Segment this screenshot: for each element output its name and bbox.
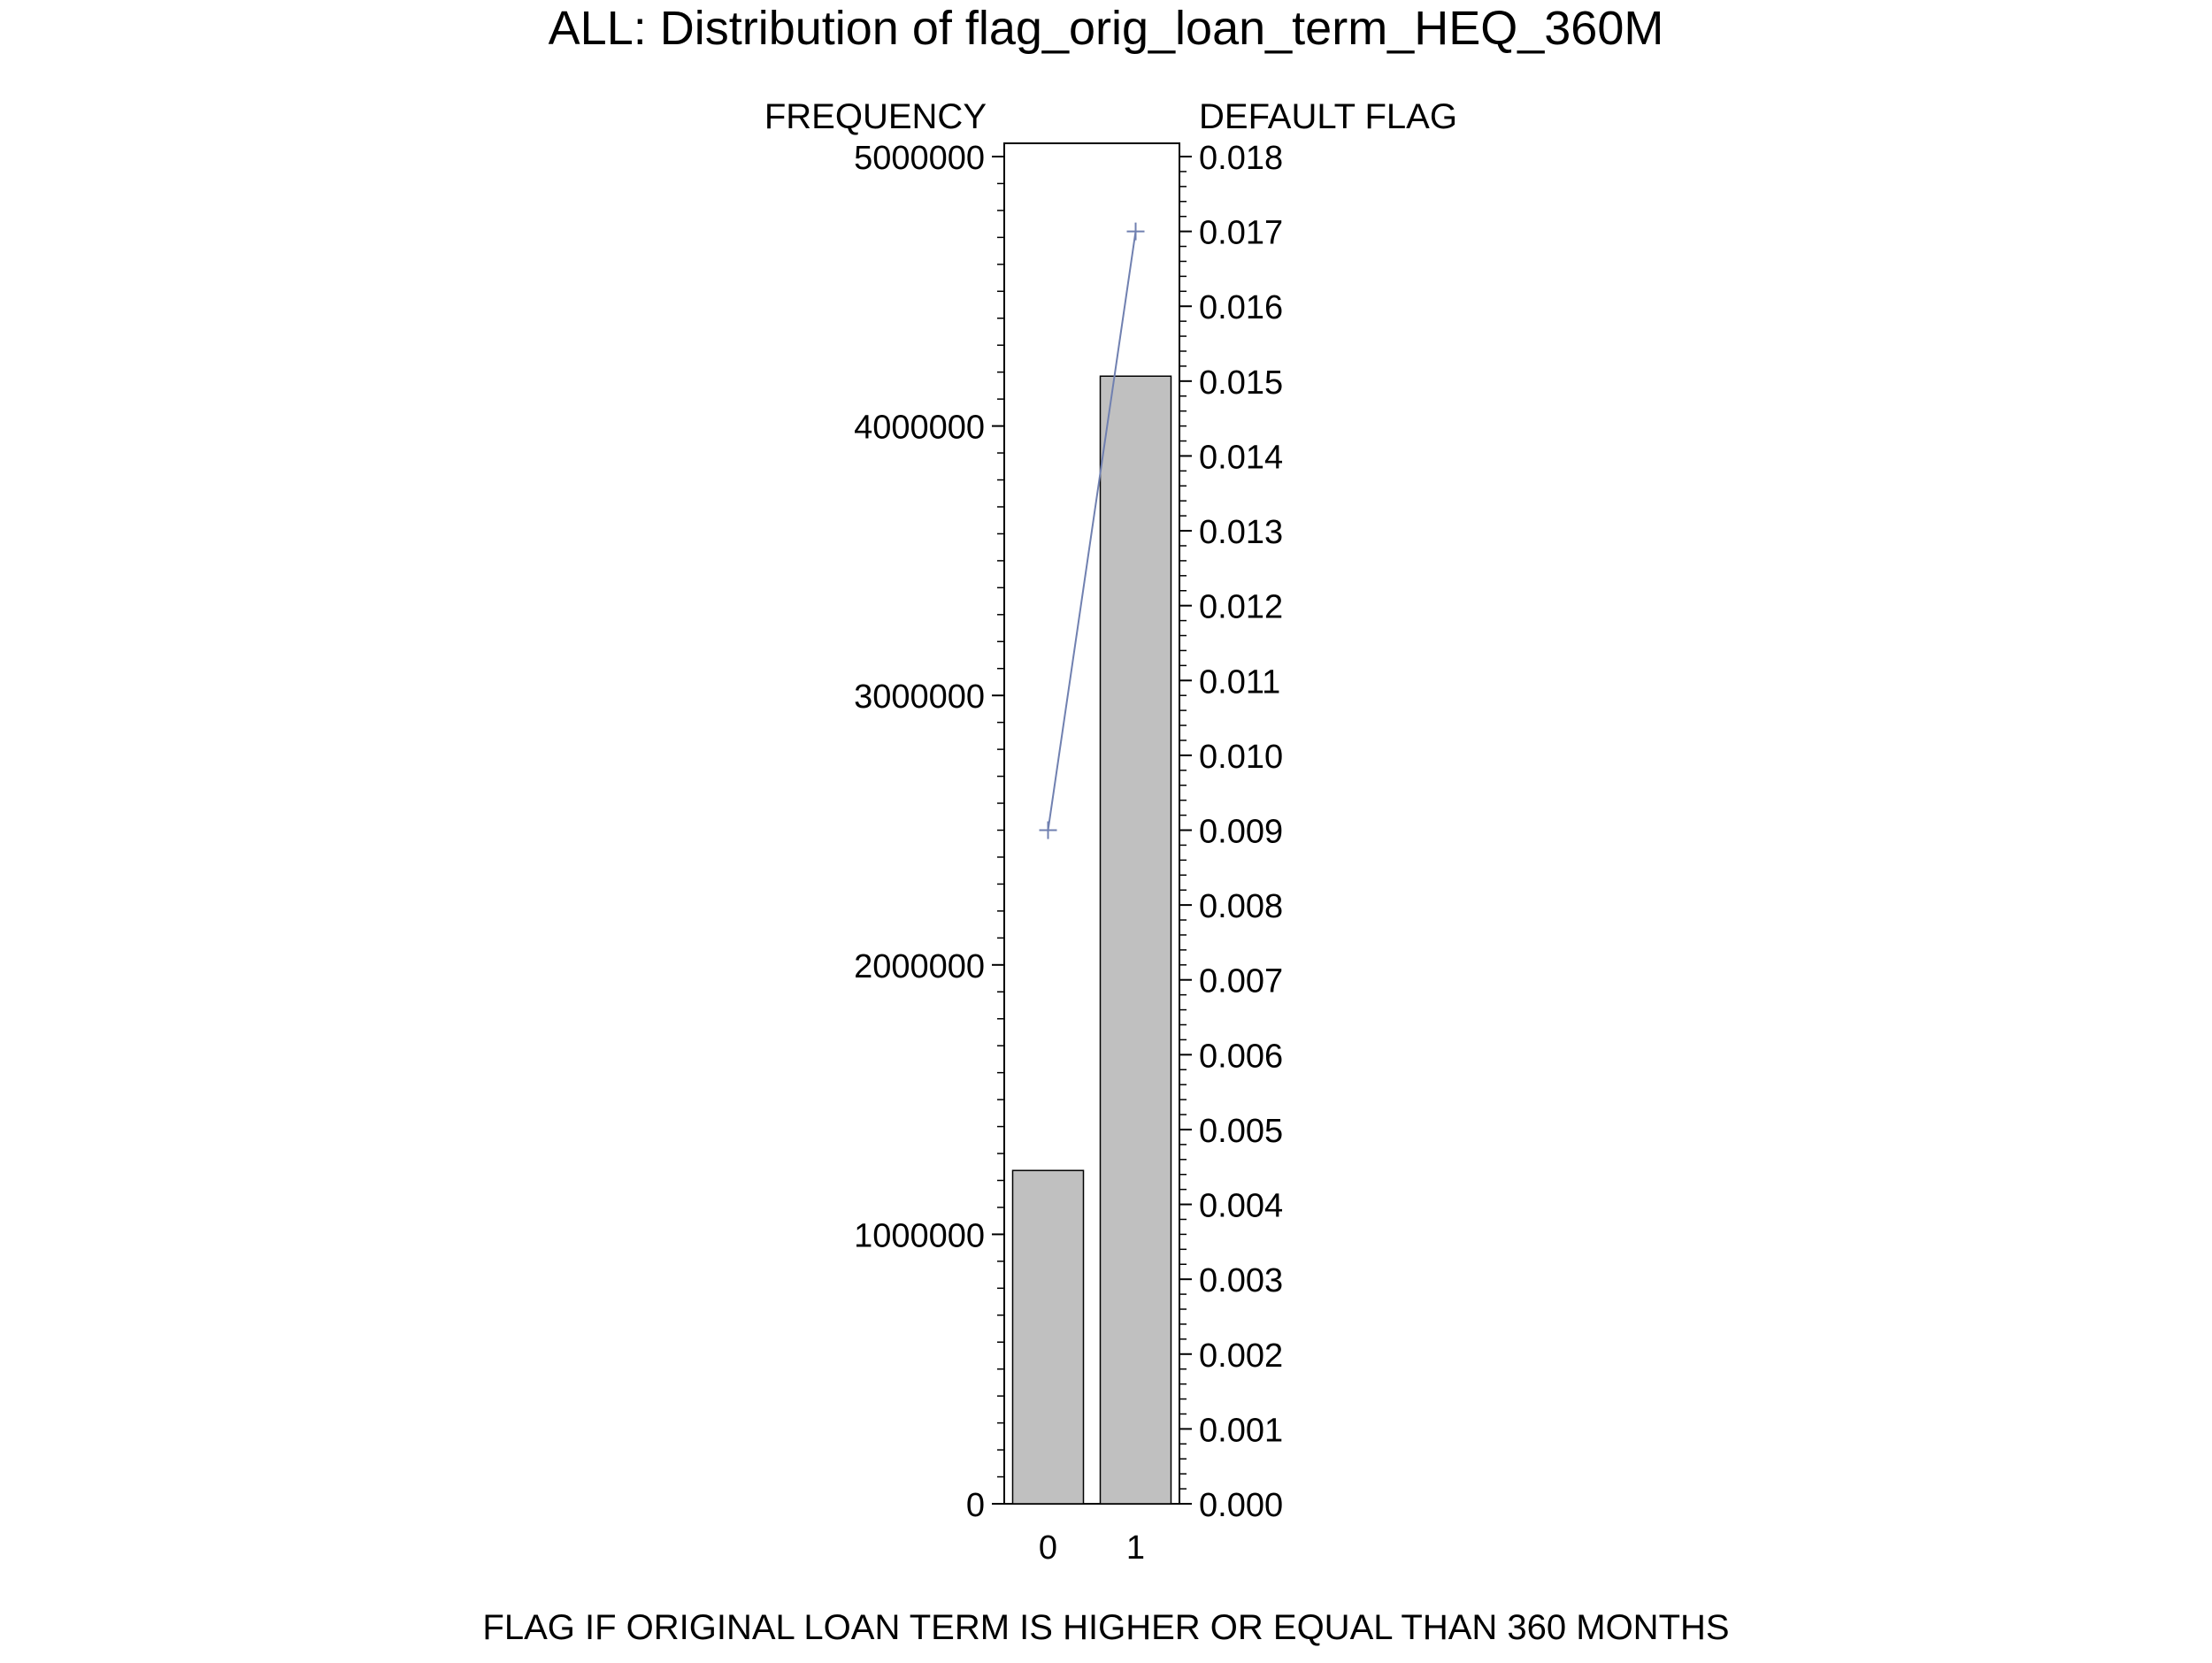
y-axis-right-tick-label: 0.003 (1199, 1262, 1283, 1299)
y-axis-right-tick-label: 0.000 (1199, 1487, 1283, 1524)
y-axis-right-tick-label: 0.008 (1199, 888, 1283, 925)
y-axis-right-tick-label: 0.004 (1199, 1188, 1283, 1225)
y-axis-left-tick-label: 4000000 (854, 410, 985, 447)
y-axis-left-tick-label: 2000000 (854, 948, 985, 985)
y-axis-right-tick-label: 0.017 (1199, 215, 1283, 252)
y-axis-right-tick-label: 0.006 (1199, 1038, 1283, 1075)
x-axis-tick-label: 0 (1039, 1529, 1057, 1567)
y-axis-right-tick-label: 0.011 (1199, 663, 1280, 701)
y-axis-right-tick-label: 0.002 (1199, 1337, 1283, 1375)
y-axis-right-tick-label: 0.012 (1199, 589, 1283, 626)
y-axis-left-tick-label: 0 (966, 1487, 985, 1524)
y-axis-left-tick-label: 1000000 (854, 1217, 985, 1254)
y-axis-right-tick-label: 0.018 (1199, 140, 1283, 177)
default-flag-line (1047, 231, 1137, 831)
bar-1 (1099, 375, 1172, 1505)
x-axis-tick-label: 1 (1126, 1529, 1145, 1567)
y-axis-right-tick-label: 0.013 (1199, 514, 1283, 551)
chart-title: ALL: Distribution of flag_orig_loan_term… (549, 2, 1664, 55)
y-axis-right-tick-label: 0.007 (1199, 963, 1283, 1000)
bar-0 (1011, 1169, 1085, 1505)
y-axis-right-tick-label: 0.005 (1199, 1113, 1283, 1150)
default-flag-point-1 (1126, 222, 1145, 241)
plot-frame (1003, 142, 1180, 1505)
y-axis-left-label: FREQUENCY (764, 97, 987, 136)
default-flag-point-0 (1039, 821, 1057, 839)
y-axis-right-tick-label: 0.010 (1199, 739, 1283, 776)
plot-area: 0 1000000 2000000 3000000 4000000 5000000 0.00… (854, 140, 1283, 1567)
y-axis-right-tick-label: 0.001 (1199, 1412, 1283, 1449)
y-axis-right-label: DEFAULT FLAG (1199, 97, 1457, 136)
y-axis-right-tick-label: 0.016 (1199, 289, 1283, 326)
y-axis-left-tick-label: 3000000 (854, 678, 985, 716)
y-axis-right-tick-label: 0.014 (1199, 439, 1283, 476)
x-axis-label: FLAG IF ORIGINAL LOAN TERM IS HIGHER OR … (482, 1608, 1729, 1647)
y-axis-right-tick-label: 0.009 (1199, 814, 1283, 851)
y-axis-left-tick-label: 5000000 (854, 140, 985, 177)
y-axis-right-tick-label: 0.015 (1199, 364, 1283, 402)
